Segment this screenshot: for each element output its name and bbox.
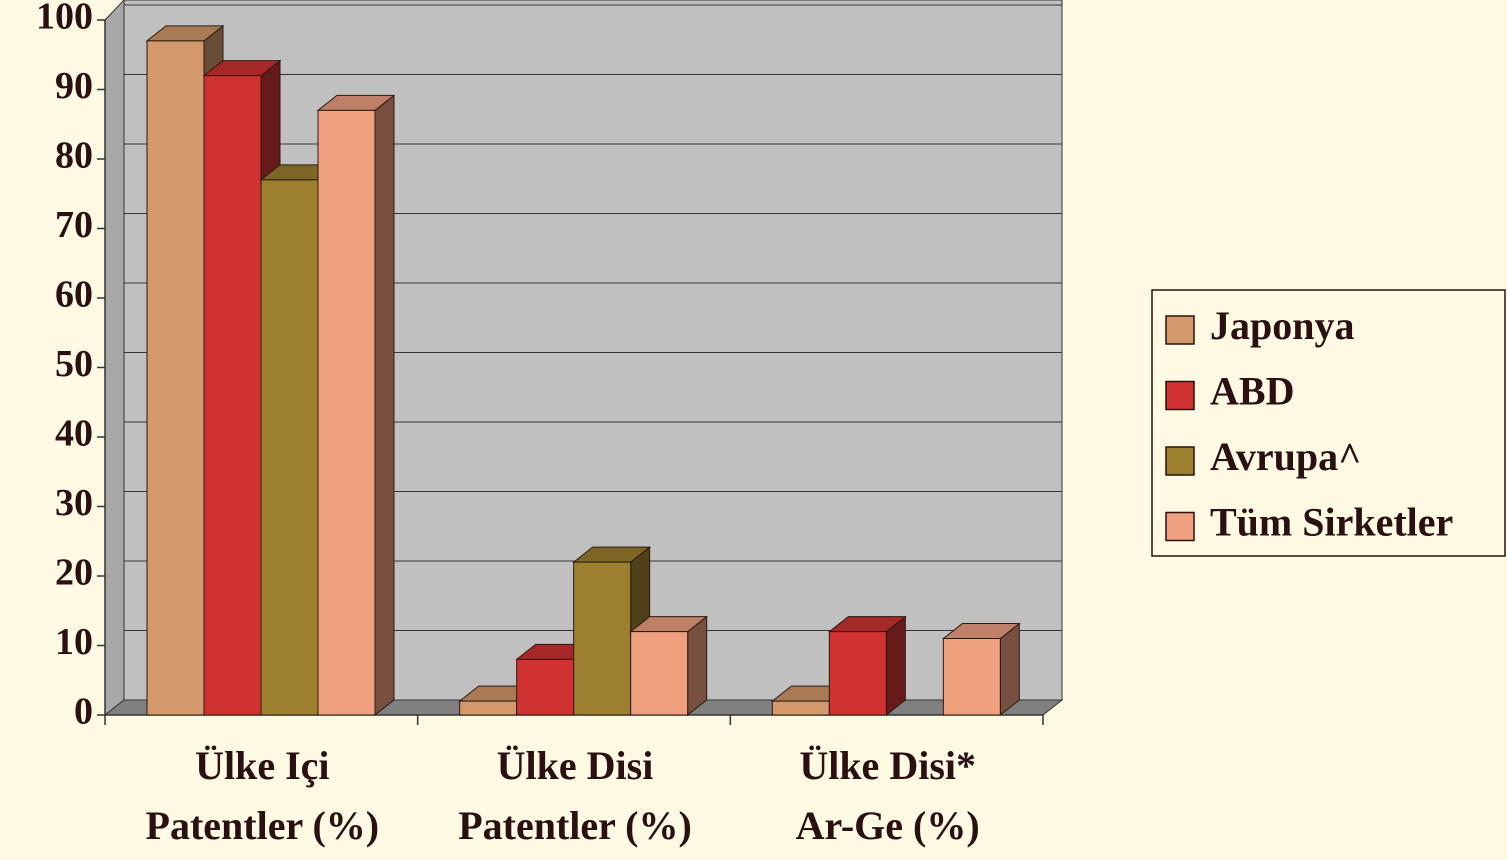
y-tick-label: 60	[55, 274, 93, 316]
bar-front	[459, 700, 518, 716]
legend-label: Tüm Sirketler	[1210, 500, 1453, 545]
bar-front	[516, 658, 575, 716]
legend-label: Avrupa^	[1210, 434, 1361, 479]
bar-front	[942, 638, 1001, 716]
legend-swatch	[1165, 380, 1195, 411]
y-tick-label: 10	[55, 621, 93, 663]
bar	[629, 615, 709, 717]
y-tick-label: 40	[55, 413, 93, 455]
bar-side	[374, 94, 395, 717]
bar	[316, 94, 396, 717]
y-tick-label: 90	[55, 65, 93, 107]
legend-swatch	[1165, 446, 1195, 476]
bar-side	[687, 615, 708, 717]
bar	[827, 615, 907, 717]
y-tick-label: 50	[55, 343, 93, 385]
bar	[941, 622, 1021, 717]
legend-swatch	[1165, 315, 1195, 345]
bar-front	[317, 109, 376, 716]
x-tick-label: Ülke Içi	[195, 743, 329, 788]
x-tick-label: Ülke Disi*	[799, 743, 976, 788]
x-tick-label: Patentler (%)	[146, 803, 380, 848]
bar-front	[630, 631, 689, 716]
bar-front	[573, 561, 632, 716]
bar-front	[146, 40, 205, 716]
bar-front	[260, 179, 319, 716]
y-tick-label: 0	[74, 691, 93, 733]
bar-side	[999, 622, 1020, 717]
bar-front	[203, 75, 262, 716]
y-tick-label: 30	[55, 482, 93, 524]
y-tick-label: 100	[36, 0, 93, 38]
legend-label: ABD	[1210, 369, 1294, 414]
x-tick-label: Patentler (%)	[458, 803, 692, 848]
y-tick-label: 80	[55, 135, 93, 177]
y-tick-label: 20	[55, 552, 93, 594]
legend-label: Japonya	[1210, 303, 1355, 348]
x-tick-label: Ülke Disi	[497, 743, 654, 788]
bar-front	[828, 631, 887, 716]
y-tick-label: 70	[55, 204, 93, 246]
bar-front	[771, 700, 830, 716]
x-tick-label: Ar-Ge (%)	[796, 803, 980, 848]
legend-box	[1151, 289, 1506, 557]
side-wall	[104, 0, 125, 717]
legend-swatch	[1165, 511, 1195, 542]
bar-side	[885, 615, 906, 717]
